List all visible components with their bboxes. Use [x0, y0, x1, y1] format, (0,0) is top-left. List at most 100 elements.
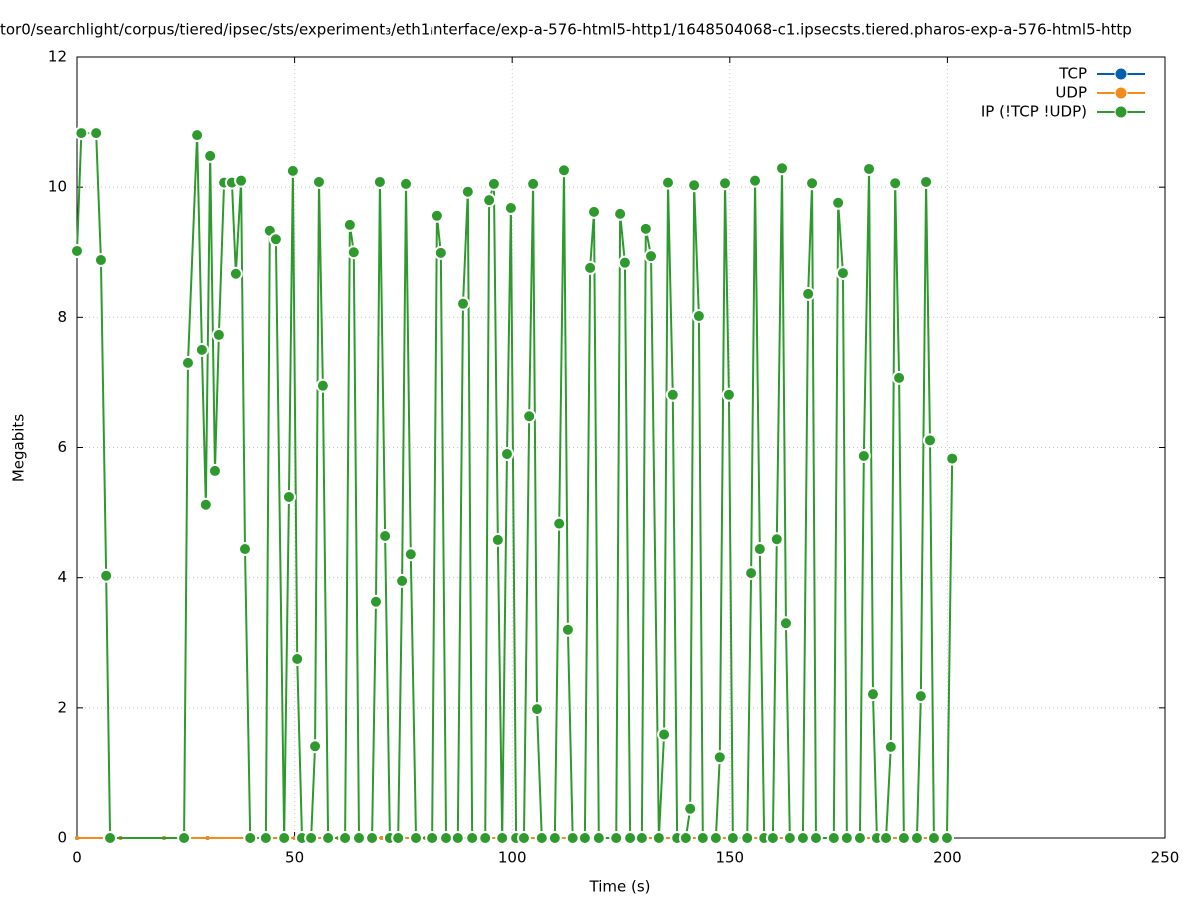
data-point	[190, 128, 205, 143]
data-point	[403, 547, 418, 562]
y-tick-label: 12	[48, 48, 67, 66]
data-point	[665, 387, 680, 402]
y-tick-label: 6	[57, 438, 67, 456]
data-point	[237, 542, 252, 557]
legend-marker	[1114, 86, 1128, 100]
data-point	[203, 148, 218, 163]
legend-label: TCP	[1058, 65, 1087, 83]
y-tick-label: 8	[57, 308, 67, 326]
data-point	[782, 831, 797, 845]
data-point	[591, 831, 606, 845]
data-point	[718, 176, 733, 191]
data-point	[695, 831, 710, 845]
data-point	[243, 831, 258, 845]
data-point	[909, 831, 924, 845]
data-point	[617, 255, 632, 270]
data-point	[865, 687, 880, 702]
data-point	[883, 739, 898, 754]
data-point	[862, 161, 877, 176]
data-point	[547, 831, 562, 845]
data-point	[831, 195, 846, 210]
data-point	[888, 176, 903, 191]
data-point	[234, 173, 249, 188]
x-tick-label: 0	[72, 849, 82, 867]
legend-label: UDP	[1055, 84, 1087, 102]
x-tick-label: 250	[1151, 849, 1180, 867]
data-point	[346, 245, 361, 260]
data-point	[657, 727, 672, 742]
data-point	[691, 309, 706, 324]
data-point	[205, 836, 210, 840]
data-point	[638, 221, 653, 236]
data-point	[560, 622, 575, 637]
data-point	[939, 831, 954, 845]
data-point	[321, 831, 336, 845]
data-point	[712, 750, 727, 765]
data-point	[450, 831, 465, 845]
data-point	[752, 542, 767, 557]
data-point	[522, 409, 537, 424]
y-tick-label: 10	[48, 178, 67, 196]
data-point	[892, 370, 907, 385]
data-point	[409, 831, 424, 845]
data-point	[439, 831, 454, 845]
data-point	[478, 831, 493, 845]
data-point	[281, 489, 296, 504]
data-point	[609, 831, 624, 845]
data-point	[852, 831, 867, 845]
legend-label: IP (!TCP !UDP)	[981, 103, 1087, 121]
data-point	[99, 568, 114, 583]
data-point	[896, 831, 911, 845]
x-tick-label: 200	[933, 849, 962, 867]
data-point	[826, 831, 841, 845]
data-point	[290, 652, 305, 667]
x-axis-label: Time (s)	[589, 878, 651, 896]
data-point	[378, 529, 393, 544]
y-axis-label: Megabits	[10, 414, 28, 482]
data-point	[268, 232, 283, 247]
data-point	[552, 516, 567, 531]
data-point	[744, 566, 759, 581]
data-point	[740, 831, 755, 845]
data-point	[530, 702, 545, 717]
data-point	[926, 831, 941, 845]
data-point	[460, 184, 475, 199]
data-point	[180, 355, 195, 370]
data-point	[399, 176, 414, 191]
x-tick-label: 50	[285, 849, 304, 867]
data-point	[516, 831, 531, 845]
data-point	[856, 448, 871, 463]
data-point	[277, 831, 292, 845]
data-point	[207, 463, 222, 478]
data-point	[805, 176, 820, 191]
data-point	[778, 616, 793, 631]
data-point	[311, 174, 326, 189]
data-point	[93, 253, 108, 268]
data-point	[687, 178, 702, 193]
data-point	[769, 532, 784, 547]
data-point	[644, 249, 659, 264]
series-line	[76, 132, 954, 839]
data-point	[74, 126, 89, 141]
data-point	[499, 447, 514, 462]
data-point	[661, 175, 676, 190]
data-point	[795, 831, 810, 845]
data-point	[495, 831, 510, 845]
data-point	[808, 831, 823, 845]
data-point	[587, 204, 602, 219]
data-point	[70, 243, 84, 258]
data-point	[228, 266, 243, 281]
legend-marker	[1114, 105, 1128, 119]
data-point	[486, 176, 501, 191]
data-point	[839, 831, 854, 845]
data-point	[683, 801, 698, 816]
data-point	[425, 831, 440, 845]
data-point	[708, 831, 723, 845]
data-point	[526, 176, 541, 191]
data-point	[372, 174, 387, 189]
x-tick-label: 100	[498, 849, 527, 867]
y-tick-label: 0	[57, 829, 67, 847]
data-point	[534, 831, 549, 845]
data-point	[919, 174, 934, 189]
